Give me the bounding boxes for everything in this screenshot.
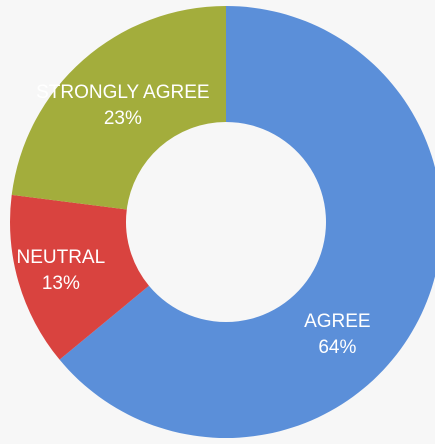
label-neutral-category: NEUTRAL [16, 247, 105, 268]
label-agree-category: AGREE [304, 311, 371, 332]
label-strongly-agree-value: 23% [104, 108, 142, 129]
donut-slices [10, 6, 435, 438]
slice-strongly-agree [11, 6, 227, 210]
label-neutral-value: 13% [42, 273, 80, 294]
slice-agree [59, 6, 435, 438]
label-agree-value: 64% [318, 337, 356, 358]
label-strongly-agree-category: STRONGLY AGREE [36, 82, 210, 103]
slice-neutral [10, 194, 149, 360]
donut-labels: AGREE 64% NEUTRAL 13% STRONGLY AGREE 23% [16, 82, 370, 358]
